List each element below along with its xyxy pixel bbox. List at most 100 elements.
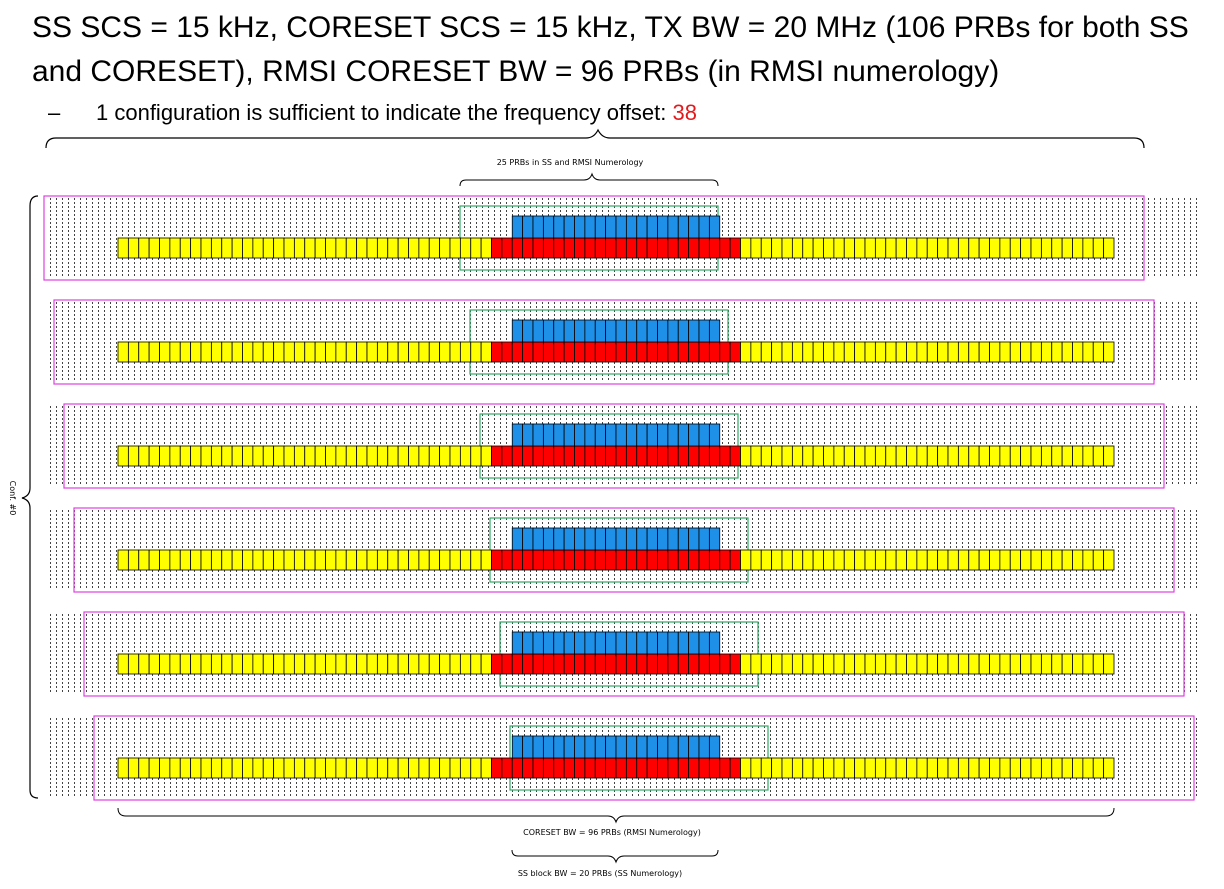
coreset-prb <box>1030 445 1042 467</box>
coreset-prb <box>376 549 389 571</box>
overlap-prb <box>688 549 700 571</box>
coreset-prb <box>480 237 492 259</box>
coreset-prb <box>325 237 337 259</box>
ss-block-prb <box>677 631 690 655</box>
overlap-prb <box>522 653 534 675</box>
overlap-prb <box>594 757 607 779</box>
coreset-prb <box>1103 653 1115 675</box>
coreset-prb <box>459 341 472 363</box>
coreset-prb <box>345 445 358 467</box>
coreset-prb <box>916 653 928 675</box>
coreset-prb <box>127 445 140 467</box>
coreset-prb <box>283 237 295 259</box>
coreset-prb <box>937 445 949 467</box>
coreset-prb <box>283 549 295 571</box>
ss-block-prb <box>522 735 534 759</box>
overlap-prb <box>677 341 690 363</box>
coreset-prb <box>335 445 347 467</box>
coreset-prb <box>210 549 223 571</box>
coreset-prb <box>304 237 316 259</box>
coreset-prb <box>750 549 762 571</box>
tx-bandwidth-box <box>53 299 1155 385</box>
overlap-prb <box>657 341 669 363</box>
coreset-prb <box>957 445 970 467</box>
overlap-prb <box>594 653 607 675</box>
ss-block-prb <box>698 735 710 759</box>
ss-block-prb <box>636 631 648 655</box>
ss-block-prb <box>532 423 544 447</box>
coreset-prb <box>926 549 939 571</box>
coreset-prb <box>470 653 482 675</box>
coreset-prb <box>937 757 949 779</box>
overlap-prb <box>605 237 617 259</box>
slide-title: SS SCS = 15 kHz, CORESET SCS = 15 kHz, T… <box>32 11 1189 88</box>
ss-block-prb <box>605 631 617 655</box>
coreset-prb <box>791 341 804 363</box>
coreset-prb <box>864 445 876 467</box>
overlap-prb <box>615 653 627 675</box>
coreset-prb <box>138 653 150 675</box>
coreset-prb <box>470 341 482 363</box>
ss-block-prb <box>667 631 679 655</box>
coreset-prb <box>926 757 939 779</box>
coreset-prb <box>1072 653 1084 675</box>
coreset-prb <box>428 757 441 779</box>
ss-block-prb <box>667 423 679 447</box>
coreset-prb <box>906 549 918 571</box>
overlap-prb <box>563 757 575 779</box>
overlap-prb <box>511 341 524 363</box>
ss-block-prb <box>615 735 627 759</box>
coreset-prb <box>1009 549 1022 571</box>
coreset-prb <box>387 341 399 363</box>
coreset-prb <box>947 445 959 467</box>
coreset-prb <box>190 341 202 363</box>
tx-bandwidth-box <box>63 403 1165 489</box>
coreset-prb <box>127 341 140 363</box>
coreset-prb <box>159 445 171 467</box>
coreset-prb <box>428 237 441 259</box>
coreset-prb <box>1030 549 1042 571</box>
coreset-prb <box>812 237 824 259</box>
coreset-prb <box>418 757 430 779</box>
ss-block-prb <box>657 423 669 447</box>
coreset-prb <box>885 653 897 675</box>
coreset-prb <box>304 445 316 467</box>
coreset-prb <box>314 653 326 675</box>
overlap-prb <box>729 341 741 363</box>
ss-block-prb <box>532 215 544 239</box>
coreset-prb <box>273 341 285 363</box>
coreset-prb <box>874 445 887 467</box>
ss-block-prb <box>636 527 648 551</box>
overlap-prb <box>708 237 721 259</box>
coreset-brace <box>117 807 1115 824</box>
overlap-prb <box>542 757 555 779</box>
overlap-prb <box>563 445 575 467</box>
ss-block-prb <box>677 423 690 447</box>
overlap-prb <box>615 549 627 571</box>
overlap-prb <box>584 341 596 363</box>
coreset-prb <box>117 757 129 779</box>
ss-block-prb <box>605 527 617 551</box>
coreset-prb <box>408 653 420 675</box>
overlap-prb <box>584 757 596 779</box>
coreset-prb <box>854 341 866 363</box>
coreset-prb <box>864 237 876 259</box>
coreset-prb <box>999 549 1011 571</box>
coreset-prb <box>1092 445 1105 467</box>
coreset-prb <box>335 341 347 363</box>
coreset-prb <box>999 445 1011 467</box>
coreset-prb <box>356 237 368 259</box>
coreset-prb <box>325 549 337 571</box>
coreset-prb <box>439 341 451 363</box>
coreset-prb <box>999 341 1011 363</box>
overlap-prb <box>563 237 575 259</box>
coreset-prb <box>179 237 192 259</box>
coreset-prb <box>823 653 835 675</box>
overlap-prb <box>532 653 544 675</box>
overlap-prb <box>729 445 741 467</box>
coreset-prb <box>864 341 876 363</box>
coreset-prb <box>823 757 835 779</box>
overlap-prb <box>698 341 710 363</box>
overlap-prb <box>491 653 503 675</box>
overlap-prb <box>532 757 544 779</box>
